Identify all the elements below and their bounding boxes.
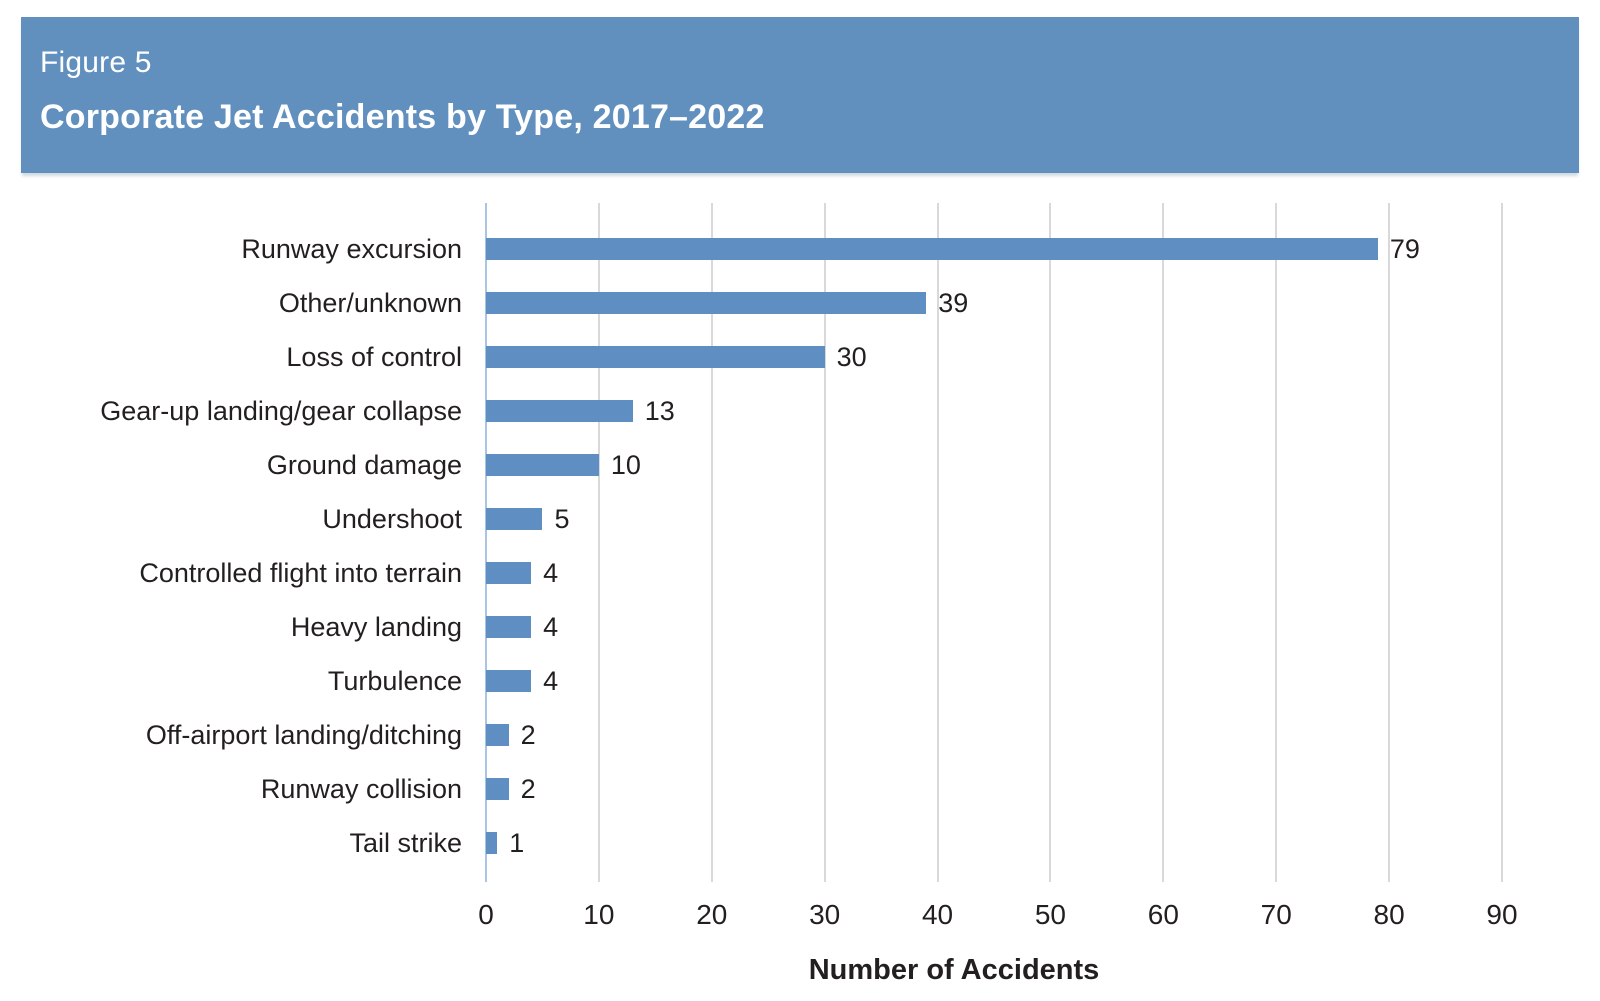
value-label: 39	[938, 288, 969, 318]
bar	[486, 616, 532, 638]
gridline	[597, 203, 600, 882]
x-tick-label: 80	[1373, 899, 1405, 930]
x-tick-label: 60	[1147, 899, 1179, 930]
value-label: 1	[509, 828, 525, 858]
value-label: 30	[836, 342, 867, 372]
bar	[486, 508, 543, 530]
category-label: Undershoot	[322, 504, 462, 534]
value-label: 10	[610, 450, 641, 480]
category-label: Runway excursion	[241, 234, 462, 264]
x-tick-label: 70	[1260, 899, 1292, 930]
value-label: 4	[543, 666, 559, 696]
bar	[486, 778, 509, 800]
x-tick-label: 10	[583, 899, 615, 930]
category-label: Turbulence	[327, 666, 462, 696]
x-tick-label: 30	[809, 899, 841, 930]
bar	[486, 400, 633, 422]
value-label: 79	[1389, 234, 1420, 264]
bar	[486, 238, 1378, 260]
value-label: 5	[554, 504, 570, 534]
category-label: Controlled flight into terrain	[139, 558, 462, 588]
x-tick-label: 40	[921, 899, 954, 930]
x-tick-label: 50	[1034, 899, 1067, 930]
value-label: 4	[543, 558, 559, 588]
bar	[486, 670, 532, 692]
category-label: Ground damage	[266, 450, 462, 480]
value-label: 13	[644, 396, 675, 426]
category-label: Heavy landing	[290, 612, 462, 642]
bar	[486, 562, 532, 584]
gridline	[1388, 203, 1391, 882]
gridline	[710, 203, 713, 882]
gridline	[823, 203, 826, 882]
value-label: 4	[543, 612, 559, 642]
x-tick-label: 90	[1486, 899, 1518, 930]
value-label: 2	[520, 774, 536, 804]
gridline	[1049, 203, 1052, 882]
x-tick-label: 0	[478, 899, 494, 930]
category-label: Other/unknown	[278, 288, 462, 318]
x-tick-label: 20	[696, 899, 728, 930]
figure-number-label: Figure 5	[40, 46, 152, 79]
category-label: Gear-up landing/gear collapse	[100, 396, 462, 426]
gridline	[936, 203, 939, 882]
bar	[486, 724, 509, 746]
category-label: Runway collision	[260, 774, 462, 804]
bar	[486, 454, 599, 476]
bar	[486, 346, 825, 368]
value-label: 2	[520, 720, 536, 750]
gridline	[1162, 203, 1165, 882]
gridline	[1275, 203, 1278, 882]
y-axis-line	[485, 203, 487, 882]
figure-title: Corporate Jet Accidents by Type, 2017–20…	[40, 98, 765, 136]
gridline	[1501, 203, 1503, 882]
category-label: Off-airport landing/ditching	[145, 720, 462, 750]
bar	[486, 292, 927, 314]
figure-header-banner: Figure 5 Corporate Jet Accidents by Type…	[21, 17, 1579, 173]
category-label: Tail strike	[349, 828, 462, 858]
bar	[486, 832, 498, 854]
category-label: Loss of control	[286, 342, 462, 372]
x-axis-title: Number of Accidents	[808, 954, 1100, 986]
